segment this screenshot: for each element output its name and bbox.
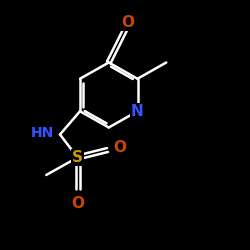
Text: O: O	[121, 15, 134, 30]
Text: S: S	[72, 150, 83, 165]
Text: O: O	[114, 140, 127, 155]
Text: N: N	[131, 104, 144, 119]
Text: O: O	[71, 196, 84, 211]
Text: HN: HN	[30, 126, 54, 140]
